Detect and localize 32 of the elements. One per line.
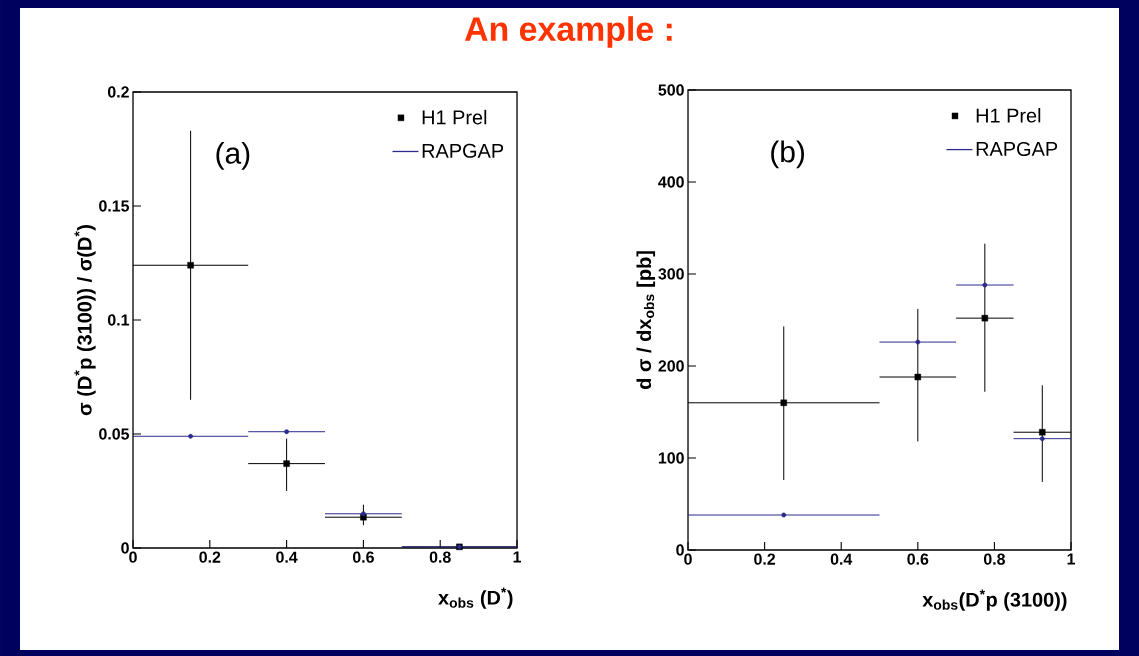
y-tick-label: 300: [658, 268, 684, 280]
x-tick-label: 1: [513, 551, 521, 563]
legend-label: H1 Prel: [422, 109, 487, 125]
y-tick-label: 0.2: [107, 86, 129, 98]
y-tick-label: 200: [658, 360, 684, 372]
y-tick-label: 400: [658, 176, 684, 188]
y-axis-title: σ (D$^{*}$p (3100)) / σ(D$^{*}$): [74, 225, 96, 416]
x-tick-label: 0.8: [429, 551, 451, 563]
y-tick-label: 0.1: [107, 314, 130, 326]
x-axis-title: x$_{obs}$(D$^{*}$p (3100)): [922, 589, 1067, 611]
x-tick-label: 0: [684, 553, 692, 565]
annotation: (b): [771, 140, 804, 169]
y-tick-label: 0.15: [99, 200, 130, 212]
chart-title: An example :: [464, 16, 672, 48]
y-tick-label: 0: [121, 542, 129, 554]
x-tick-label: 1: [1067, 553, 1075, 565]
legend-label: RAPGAP: [422, 143, 504, 158]
y-axis-title: d σ / dx$_{obs}$ [pb]: [636, 251, 656, 389]
x-tick-label: 0.6: [907, 553, 929, 565]
annotation: (a): [216, 141, 250, 170]
x-tick-label: 0.2: [754, 553, 776, 565]
y-tick-label: 100: [658, 452, 684, 464]
x-tick-label: 0.2: [199, 551, 221, 563]
x-tick-label: 0.8: [983, 553, 1005, 565]
x-tick-label: 0.4: [276, 551, 298, 563]
legend-label: RAPGAP: [976, 141, 1058, 156]
x-axis-title: x$_{obs}$ (D$^{*}$): [438, 587, 513, 609]
legend-label: H1 Prel: [976, 107, 1041, 123]
x-tick-label: 0.6: [352, 551, 374, 563]
x-tick-label: 0.4: [830, 553, 853, 565]
y-tick-label: 500: [658, 84, 684, 96]
y-tick-label: 0.05: [99, 428, 130, 440]
